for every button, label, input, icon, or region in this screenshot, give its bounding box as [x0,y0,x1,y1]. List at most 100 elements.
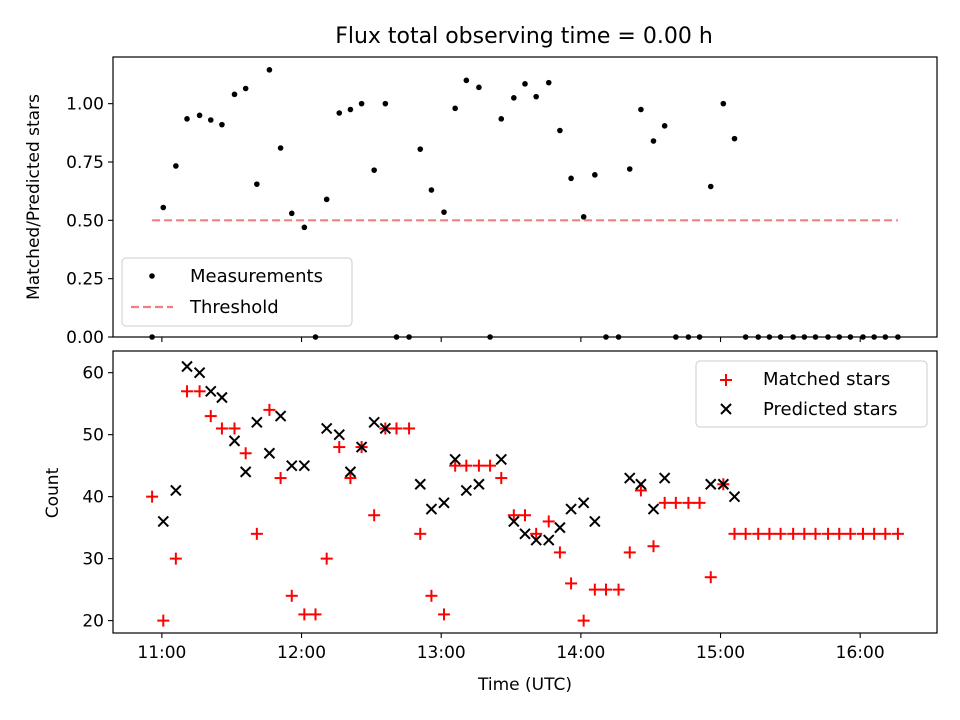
predicted-star-point [263,447,276,459]
matched-star-point [157,614,170,627]
matched-star-point [809,527,822,540]
predicted-star-point [543,534,555,546]
predicted-star-point [239,466,252,478]
measurement-point [288,210,295,217]
x-axis-label: Time (UTC) [477,675,572,695]
matched-star-point [215,422,228,435]
y-tick-label: 50 [82,426,104,446]
matched-star-point [647,540,660,553]
legend-box [121,257,353,327]
y-tick-label: 30 [82,550,104,570]
x-axis-ticks: 11:00 12:00 13:00 14:00 15:00 16:00 [137,633,885,663]
legend-label-measurements: Measurements [190,266,323,287]
y-tick-label: 20 [82,612,104,632]
matched-star-point [565,577,578,590]
matched-star-point [425,589,438,602]
predicted-star-point [519,528,531,540]
predicted-star-point [449,453,461,466]
measurement-point [219,121,225,128]
ratio-panel: Flux total observing time = 0.00 h Match… [24,24,938,348]
predicted-star-point [344,466,357,478]
measurement-point [301,224,308,231]
matched-star-point [193,385,206,398]
predicted-star-point [320,422,333,435]
matched-star-point [484,459,497,472]
predicted-star-point [589,515,601,528]
predicted-star-point [460,484,473,497]
matched-star-point [285,589,298,602]
predicted-star-point [577,497,590,509]
matched-star-point [612,583,625,596]
legend-label-predicted: Predicted stars [763,399,897,420]
predicted-star-point [193,366,206,379]
count-points [146,360,904,627]
measurement-point [254,181,260,187]
matched-star-point [239,447,252,460]
measurement-point [452,105,458,112]
measurement-point [580,214,587,220]
matched-star-point [472,459,485,472]
matched-star-point [507,509,520,522]
predicted-star-point [251,416,263,428]
measurement-point [707,183,714,190]
predicted-star-point [228,435,241,447]
matched-star-point [798,527,811,540]
legend-marker-matched [720,374,732,386]
predicted-star-point [508,515,520,528]
measurement-point [242,85,249,92]
predicted-star-point [728,490,741,503]
matched-star-point [263,403,276,416]
measurement-point [173,163,179,169]
x-tick-label: 14:00 [556,643,605,663]
measurement-point [336,110,343,116]
predicted-star-point [624,472,636,484]
measurement-point [266,67,273,73]
measurement-point [371,167,377,173]
predicted-star-point [170,484,182,497]
measurement-point [160,204,167,211]
predicted-star-point [495,453,507,466]
matched-star-point [669,496,682,509]
measurement-point [650,138,657,144]
x-tick-label: 13:00 [417,643,466,663]
x-tick-label: 16:00 [836,643,885,663]
matched-star-point [495,472,508,485]
y-tick-label: 40 [82,488,104,508]
y-tick-label: 1.00 [66,95,104,115]
matched-star-point [250,527,263,540]
predicted-star-point [216,391,228,404]
measurement-point [463,77,470,84]
matched-star-point [588,583,601,596]
predicted-star-point [298,459,311,472]
measurement-point [428,187,435,193]
matched-star-point [658,496,671,509]
matched-star-point [868,527,881,540]
predicted-star-point [205,385,217,397]
measurement-point [347,106,354,113]
matched-star-point [752,527,765,540]
legend-box [695,360,928,428]
predicted-star-point [286,459,298,472]
predicted-star-point [554,521,566,534]
matched-star-point [344,472,357,485]
y-tick-label: 60 [82,364,104,384]
matched-star-point [181,385,194,398]
matched-star-point [403,422,416,435]
legend-label-threshold: Threshold [189,297,279,318]
x-axis-ticks [161,337,861,342]
matched-star-point [822,527,835,540]
matched-star-point [891,527,904,540]
y-tick-label: 0.25 [66,270,104,290]
y-tick-label: 0.00 [66,328,104,348]
measurement-point [592,172,598,178]
measurement-point [417,146,424,152]
matched-star-point [414,527,427,540]
y-axis-ticks: 0.00 0.25 0.50 0.75 1.00 [66,95,113,348]
matched-star-point [833,527,846,540]
matched-star-point [634,484,647,497]
predicted-star-point [647,503,660,515]
matched-star-point [682,496,695,509]
matched-star-point [333,441,346,454]
matched-star-point [146,490,159,503]
